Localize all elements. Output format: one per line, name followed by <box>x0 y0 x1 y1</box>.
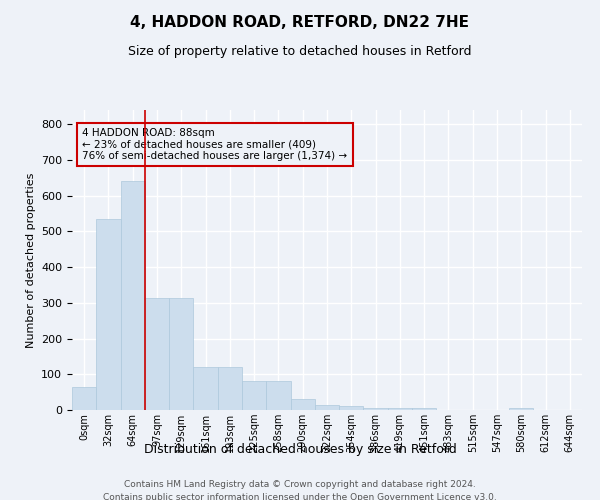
Bar <box>412 408 436 410</box>
Text: 4, HADDON ROAD, RETFORD, DN22 7HE: 4, HADDON ROAD, RETFORD, DN22 7HE <box>131 15 470 30</box>
Bar <box>315 404 339 410</box>
Bar <box>145 298 169 410</box>
Text: 4 HADDON ROAD: 88sqm
← 23% of detached houses are smaller (409)
76% of semi-deta: 4 HADDON ROAD: 88sqm ← 23% of detached h… <box>82 128 347 161</box>
Bar <box>193 367 218 410</box>
Bar <box>121 182 145 410</box>
Text: Size of property relative to detached houses in Retford: Size of property relative to detached ho… <box>128 45 472 58</box>
Bar <box>339 406 364 410</box>
Y-axis label: Number of detached properties: Number of detached properties <box>26 172 35 348</box>
Bar <box>290 400 315 410</box>
Text: Contains HM Land Registry data © Crown copyright and database right 2024.: Contains HM Land Registry data © Crown c… <box>124 480 476 489</box>
Bar <box>509 408 533 410</box>
Text: Distribution of detached houses by size in Retford: Distribution of detached houses by size … <box>143 442 457 456</box>
Bar <box>266 382 290 410</box>
Bar <box>218 367 242 410</box>
Bar <box>72 387 96 410</box>
Bar <box>242 382 266 410</box>
Bar <box>169 298 193 410</box>
Bar <box>364 408 388 410</box>
Bar <box>96 219 121 410</box>
Bar <box>388 408 412 410</box>
Text: Contains public sector information licensed under the Open Government Licence v3: Contains public sector information licen… <box>103 492 497 500</box>
